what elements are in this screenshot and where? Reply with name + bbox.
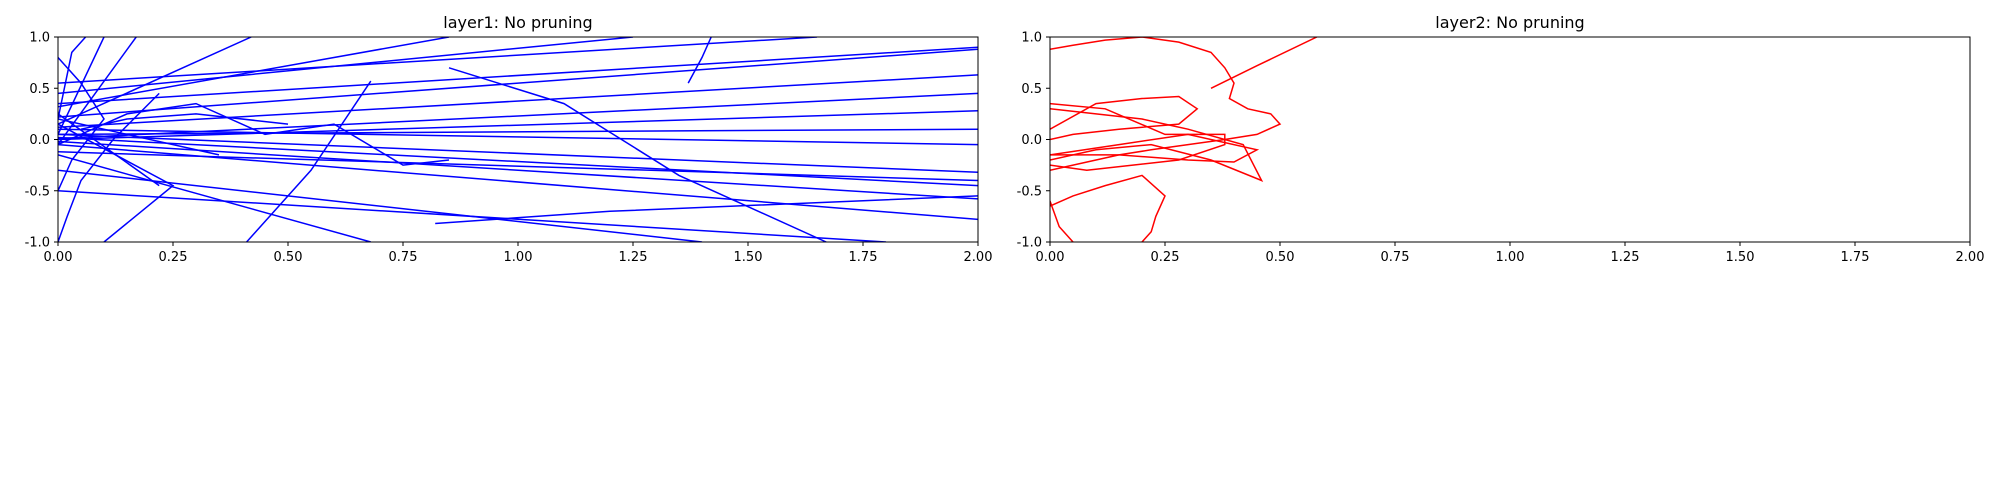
x-tick-label: 2.00 <box>1956 250 1985 265</box>
plot-area <box>57 36 979 243</box>
series-line-21 <box>58 118 220 156</box>
x-tick-label: 1.00 <box>504 250 533 265</box>
series-line-32 <box>58 102 450 166</box>
x-tick-label: 0.00 <box>44 250 73 265</box>
series-line-9 <box>58 46 978 105</box>
series-line-15 <box>58 37 634 95</box>
series-line-1 <box>1210 37 1318 89</box>
series-line-14 <box>58 37 818 84</box>
series-line-25 <box>246 80 372 242</box>
series-line-2 <box>58 133 978 174</box>
chart-title: layer2: No pruning <box>1435 13 1584 32</box>
series-line-6 <box>1050 174 1166 242</box>
series-line-10 <box>58 151 978 182</box>
series-line-29 <box>435 195 978 225</box>
y-tick-label: 1.0 <box>29 31 50 46</box>
y-tick-label: -0.5 <box>1017 184 1042 199</box>
plot-area <box>1049 36 1971 243</box>
x-tick-label: 1.25 <box>619 250 648 265</box>
x-tick-label: 0.25 <box>1151 250 1180 265</box>
series-line-26 <box>58 56 105 192</box>
series-line-8 <box>58 128 978 146</box>
series-line-1 <box>58 92 978 140</box>
y-tick-label: 0.5 <box>1021 82 1042 97</box>
x-tick-label: 2.00 <box>964 250 993 265</box>
x-tick-label: 1.50 <box>734 250 763 265</box>
x-tick-label: 0.25 <box>159 250 188 265</box>
series-line-0 <box>58 136 978 187</box>
x-axis: 0.00 0.25 0.50 0.75 1.00 1.25 1.50 1.75 2.00 <box>44 242 993 265</box>
y-axis: 1.0 0.5 0.0 -0.5 -1.0 <box>1017 31 1050 251</box>
x-tick-label: 0.75 <box>1381 250 1410 265</box>
axes-frame <box>1049 36 1971 243</box>
y-tick-label: -1.0 <box>1017 236 1042 251</box>
y-tick-label: -1.0 <box>25 236 50 251</box>
series-line-5 <box>58 48 978 118</box>
series-line-4 <box>1050 133 1260 163</box>
series-line-28 <box>687 37 712 84</box>
series-line-18 <box>58 37 137 146</box>
x-tick-label: 0.50 <box>1266 250 1295 265</box>
series-line-2 <box>1050 95 1199 141</box>
x-tick-label: 1.00 <box>1496 250 1525 265</box>
series-line-27 <box>448 67 827 242</box>
y-tick-label: 0.5 <box>29 82 50 97</box>
series-line-30 <box>58 37 87 120</box>
series-line-6 <box>58 110 978 141</box>
series-line-11 <box>58 128 978 136</box>
x-tick-label: 0.00 <box>1036 250 1065 265</box>
y-tick-label: -0.5 <box>25 184 50 199</box>
x-tick-label: 0.75 <box>389 250 418 265</box>
series-line-16 <box>58 37 450 108</box>
y-axis: 1.0 0.5 0.0 -0.5 -1.0 <box>25 31 58 251</box>
series-line-7 <box>1050 200 1074 242</box>
series-line-5 <box>1050 108 1264 182</box>
series-line-3 <box>58 140 978 200</box>
chart-layer2: layer2: No pruning 0.00 0.25 0.50 0.75 1.00 1… <box>1017 13 1985 265</box>
y-tick-label: 0.0 <box>29 133 50 148</box>
chart-title: layer1: No pruning <box>443 13 592 32</box>
series-lines <box>1050 37 1318 242</box>
x-tick-label: 1.25 <box>1611 250 1640 265</box>
series-line-4 <box>58 74 978 128</box>
y-tick-label: 1.0 <box>1021 31 1042 46</box>
series-line-24 <box>58 92 160 242</box>
x-tick-label: 1.75 <box>1841 250 1870 265</box>
chart-layer1: layer1: No pruning 0.00 0.25 0.50 0.75 1.00 1… <box>25 13 993 265</box>
series-lines <box>58 37 978 242</box>
series-line-0 <box>1050 37 1282 172</box>
x-axis: 0.00 0.25 0.50 0.75 1.00 1.25 1.50 1.75 2.00 <box>1036 242 1985 265</box>
y-tick-label: 0.0 <box>1021 133 1042 148</box>
series-line-19 <box>58 37 105 135</box>
x-tick-label: 1.50 <box>1726 250 1755 265</box>
series-line-20 <box>58 154 372 242</box>
series-line-23 <box>58 123 175 242</box>
x-tick-label: 1.75 <box>849 250 878 265</box>
series-line-17 <box>58 37 252 125</box>
series-line-22 <box>58 113 160 187</box>
x-tick-label: 0.50 <box>274 250 303 265</box>
